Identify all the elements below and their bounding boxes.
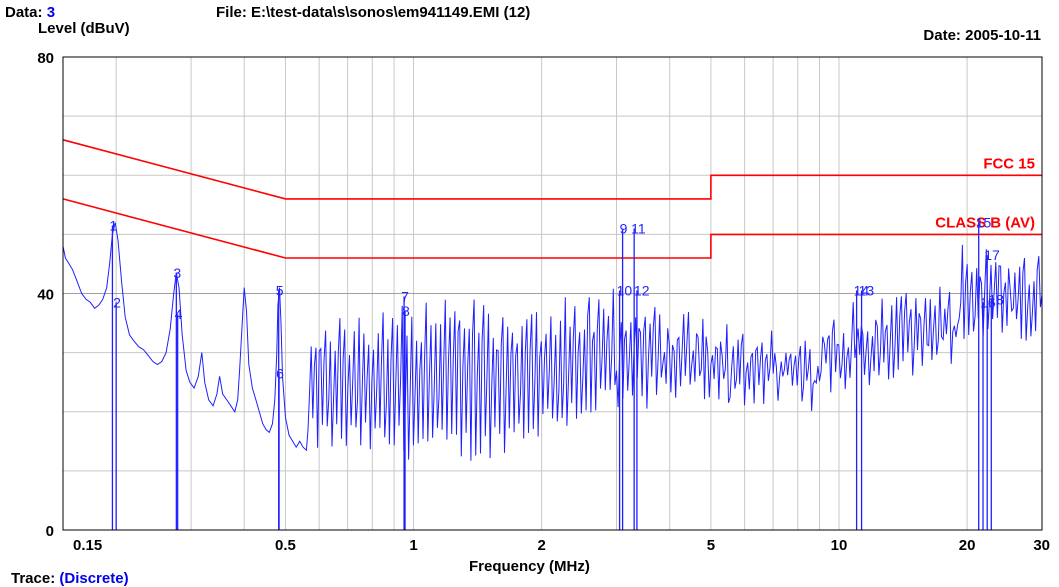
data-value: 3 bbox=[46, 4, 56, 21]
marker-label: 12 bbox=[634, 283, 650, 299]
x-tick-label: 0.15 bbox=[73, 537, 102, 554]
marker-label: 5 bbox=[276, 283, 284, 299]
markers: 123456789101112131415161718 bbox=[109, 215, 1004, 530]
x-tick-label: 0.5 bbox=[275, 537, 296, 554]
x-tick-label: 2 bbox=[537, 537, 545, 554]
x-tick-label: 30 bbox=[1033, 537, 1050, 554]
measurement-trace bbox=[62, 222, 1043, 461]
limit-label: CLASS B (AV) bbox=[935, 214, 1035, 231]
marker-label: 8 bbox=[402, 303, 410, 319]
x-tick-label: 20 bbox=[959, 537, 976, 554]
trace-line bbox=[62, 222, 1043, 461]
x-tick-label: 10 bbox=[831, 537, 848, 554]
file-path: File: E:\test-data\s\sonos\em941149.EMI … bbox=[216, 4, 531, 21]
data-indicator: Data: 3 bbox=[5, 4, 55, 21]
marker-label: 4 bbox=[175, 306, 183, 322]
marker-label: 9 bbox=[620, 220, 628, 236]
plot-frame bbox=[62, 56, 1043, 531]
marker-label: 1 bbox=[109, 218, 117, 234]
grid bbox=[63, 57, 1042, 530]
limit-lines: FCC 15 CLASS B (AV) bbox=[62, 139, 1042, 259]
y-tick-label: 0 bbox=[46, 523, 54, 540]
marker-label: 15 bbox=[976, 215, 992, 231]
marker-label: 2 bbox=[113, 294, 121, 310]
marker-label: 3 bbox=[173, 265, 181, 281]
limit-label: FCC 15 bbox=[983, 155, 1035, 172]
limit-line bbox=[62, 198, 1042, 259]
y-tick-label: 80 bbox=[37, 50, 54, 67]
data-label: Data: bbox=[5, 4, 43, 21]
marker-label: 13 bbox=[859, 283, 875, 299]
marker-label: 6 bbox=[276, 365, 284, 381]
marker-label: 17 bbox=[984, 247, 1000, 263]
marker-label: 11 bbox=[631, 220, 646, 236]
ylabel: Level (dBuV) bbox=[38, 20, 130, 37]
xlabel: Frequency (MHz) bbox=[469, 558, 590, 575]
marker-label: 10 bbox=[617, 283, 633, 299]
x-tick-label: 1 bbox=[409, 537, 417, 554]
marker-label: 7 bbox=[401, 288, 409, 304]
test-date: Date: 2005-10-11 bbox=[923, 27, 1041, 44]
y-tick-label: 40 bbox=[37, 287, 54, 304]
marker-label: 18 bbox=[988, 291, 1004, 307]
limit-line bbox=[62, 139, 1042, 200]
marker-label: 14 bbox=[854, 283, 870, 299]
x-tick-label: 5 bbox=[707, 537, 715, 554]
